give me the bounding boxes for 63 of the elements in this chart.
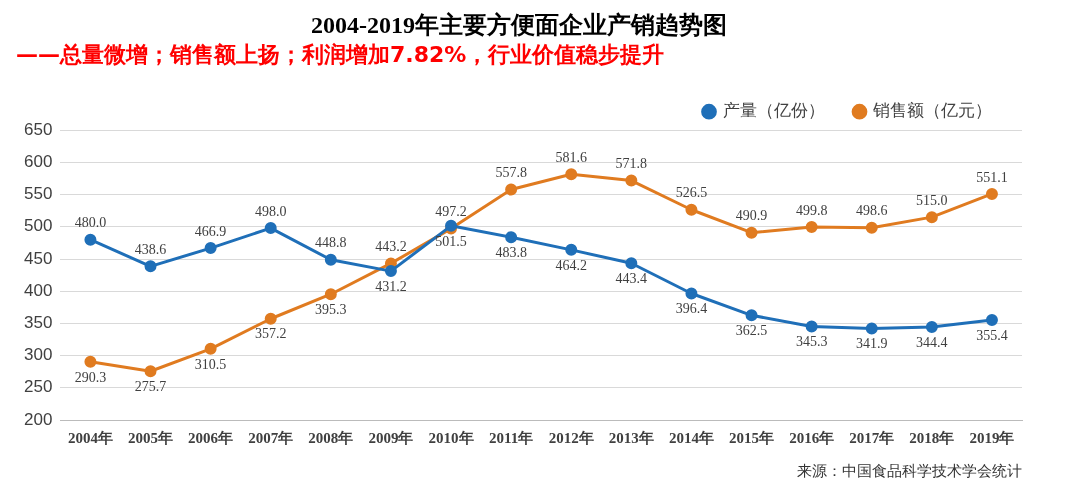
x-tick-label: 2006年 <box>188 429 234 446</box>
x-tick-label: 2016年 <box>789 429 835 446</box>
data-label: 341.9 <box>855 336 888 352</box>
data-label: 483.8 <box>495 244 527 260</box>
data-label: 438.6 <box>134 242 167 258</box>
data-label: 551.1 <box>976 169 1008 185</box>
x-tick-label: 2010年 <box>428 429 474 446</box>
data-label: 480.0 <box>74 215 107 231</box>
x-tick-label: 2011年 <box>489 429 534 446</box>
data-label: 557.8 <box>495 165 527 181</box>
data-label: 395.3 <box>315 301 347 317</box>
x-tick-label: 2013年 <box>608 429 654 446</box>
data-label: 443.4 <box>615 270 648 286</box>
data-label: 275.7 <box>134 378 167 394</box>
y-tick-label: 550 <box>23 184 53 204</box>
data-label: 362.5 <box>735 323 768 339</box>
y-tick-label: 400 <box>23 280 53 300</box>
data-label: 357.2 <box>254 326 287 342</box>
data-label: 464.2 <box>555 257 587 273</box>
data-label: 448.8 <box>315 235 347 251</box>
x-tick-label: 2005年 <box>128 429 174 446</box>
x-tick-label: 2012年 <box>548 429 594 446</box>
x-tick-label: 2019年 <box>969 429 1015 446</box>
y-tick-label: 650 <box>23 119 53 139</box>
y-tick-label: 300 <box>23 345 53 365</box>
y-tick-label: 350 <box>23 313 53 333</box>
y-tick-label: 600 <box>23 152 53 172</box>
data-label: 581.6 <box>555 149 587 165</box>
x-tick-label: 2008年 <box>308 429 354 446</box>
data-label: 515.0 <box>916 192 948 208</box>
x-tick-label: 2007年 <box>248 429 294 446</box>
x-tick-label: 2004年 <box>67 429 113 446</box>
data-label: 355.4 <box>976 327 1008 343</box>
data-label: 571.8 <box>615 156 648 172</box>
legend-label: 销售额（亿元） <box>872 100 992 121</box>
chart-title: 2004-2019年主要方便面企业产销趋势图 <box>311 10 727 38</box>
data-label: 526.5 <box>675 185 708 201</box>
data-label: 501.5 <box>435 233 467 249</box>
x-tick-label: 2015年 <box>729 429 775 446</box>
data-label: 396.4 <box>675 301 708 317</box>
data-label: 431.2 <box>375 278 407 294</box>
x-tick-label: 2014年 <box>668 429 714 446</box>
y-tick-label: 250 <box>23 377 53 397</box>
data-label: 490.9 <box>735 208 768 224</box>
data-label: 443.2 <box>375 239 407 255</box>
x-tick-label: 2017年 <box>849 429 895 446</box>
data-label: 497.2 <box>435 204 467 220</box>
legend-label: 产量（亿份） <box>722 100 825 121</box>
data-label: 290.3 <box>74 369 107 385</box>
data-label: 498.6 <box>855 203 888 219</box>
data-label: 499.8 <box>795 202 828 218</box>
y-tick-label: 200 <box>23 409 53 429</box>
x-tick-label: 2009年 <box>368 429 414 446</box>
source-note: 来源：中国食品科学技术学会统计 <box>797 462 1022 481</box>
chart-subtitle: ——总量微增；销售额上扬；利润增加7.82%，行业价值稳步提升 <box>16 41 665 67</box>
x-tick-label: 2018年 <box>909 429 955 446</box>
data-label: 466.9 <box>194 223 227 239</box>
y-tick-label: 450 <box>23 248 53 268</box>
data-label: 498.0 <box>254 203 287 219</box>
data-label: 310.5 <box>194 356 227 372</box>
data-label: 345.3 <box>795 334 828 350</box>
data-label: 344.4 <box>916 334 948 350</box>
y-tick-label: 500 <box>23 216 53 236</box>
